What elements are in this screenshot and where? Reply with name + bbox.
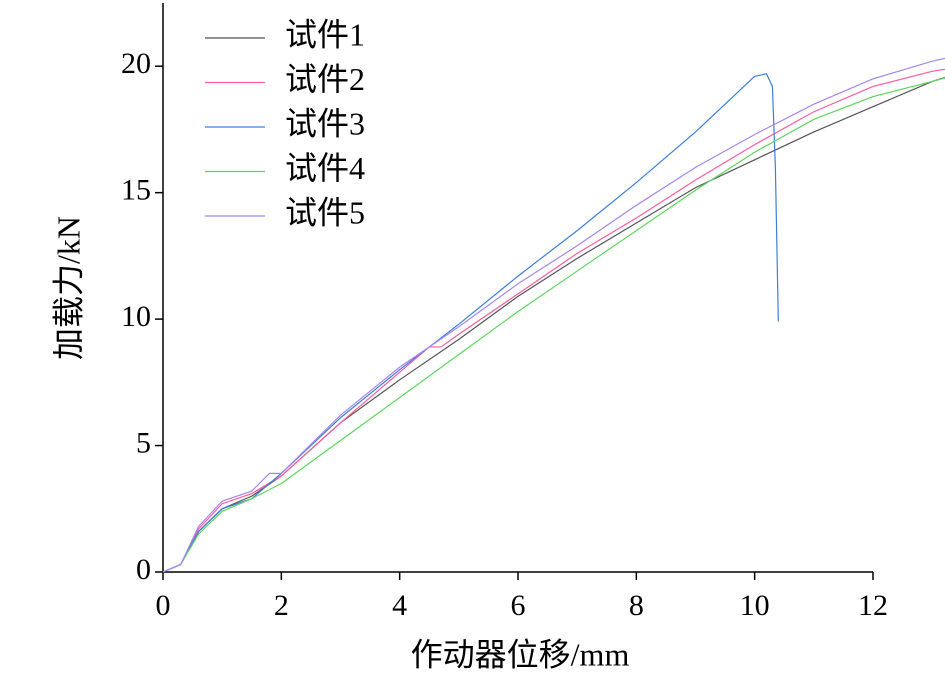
- x-tick-label: 4: [392, 589, 407, 622]
- series-line: [162, 77, 945, 573]
- legend-label: 试件2: [285, 61, 365, 97]
- series-line: [162, 68, 945, 573]
- y-tick-label: 0: [136, 553, 151, 586]
- legend-label: 试件1: [285, 16, 365, 52]
- y-tick-label: 15: [121, 174, 151, 207]
- legend-label: 试件5: [285, 194, 365, 230]
- x-tick-label: 12: [858, 589, 888, 622]
- y-tick-label: 5: [136, 426, 151, 459]
- legend-label: 试件4: [285, 150, 365, 186]
- x-tick-label: 2: [274, 589, 289, 622]
- x-tick-label: 8: [629, 589, 644, 622]
- x-axis-label: 作动器位移/mm: [411, 636, 630, 672]
- series-line: [162, 76, 945, 573]
- x-tick-label: 6: [511, 589, 526, 622]
- x-tick-label: 0: [156, 589, 171, 622]
- series-line: [162, 73, 779, 573]
- x-tick-label: 10: [740, 589, 770, 622]
- y-axis-label: 加载力/kN: [50, 216, 86, 360]
- y-tick-label: 20: [121, 47, 151, 80]
- legend-label: 试件3: [285, 105, 365, 141]
- y-tick-label: 10: [121, 300, 151, 333]
- series-line: [162, 57, 945, 573]
